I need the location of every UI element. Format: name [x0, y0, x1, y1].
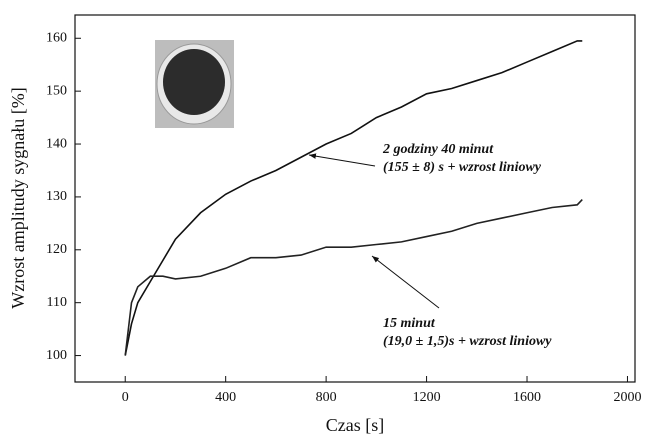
y-tick-label: 160 — [46, 30, 67, 45]
y-tick-label: 120 — [46, 242, 67, 257]
y-tick-label: 150 — [46, 83, 67, 98]
x-tick-label: 400 — [215, 390, 236, 405]
annotation: (155 ± 8) s + wzrost liniowy — [383, 160, 542, 175]
annotation-arrow — [371, 255, 440, 309]
x-tick-label: 800 — [316, 390, 337, 405]
data-line — [124, 40, 583, 356]
x-tick-label: 1600 — [513, 390, 541, 405]
x-tick-label: 1200 — [413, 390, 441, 405]
y-tick-label: 100 — [46, 348, 67, 363]
annotation-arrow — [308, 153, 376, 167]
y-axis-title: Wzrost amplitudy sygnału [%] — [8, 87, 28, 308]
x-tick-label: 2000 — [613, 390, 641, 405]
annotation: 15 minut — [383, 316, 436, 331]
data-line — [124, 199, 583, 356]
photo-inset — [155, 40, 234, 128]
y-tick-label: 140 — [46, 136, 67, 151]
plot-frame — [74, 14, 636, 383]
y-tick-label: 110 — [47, 295, 67, 310]
annotation: (19,0 ± 1,5)s + wzrost liniowy — [383, 334, 552, 349]
y-tick-label: 130 — [46, 189, 67, 204]
x-axis-title: Czas [s] — [326, 415, 384, 435]
annotation: 2 godziny 40 minut — [382, 142, 494, 157]
x-tick-label: 0 — [122, 390, 129, 405]
